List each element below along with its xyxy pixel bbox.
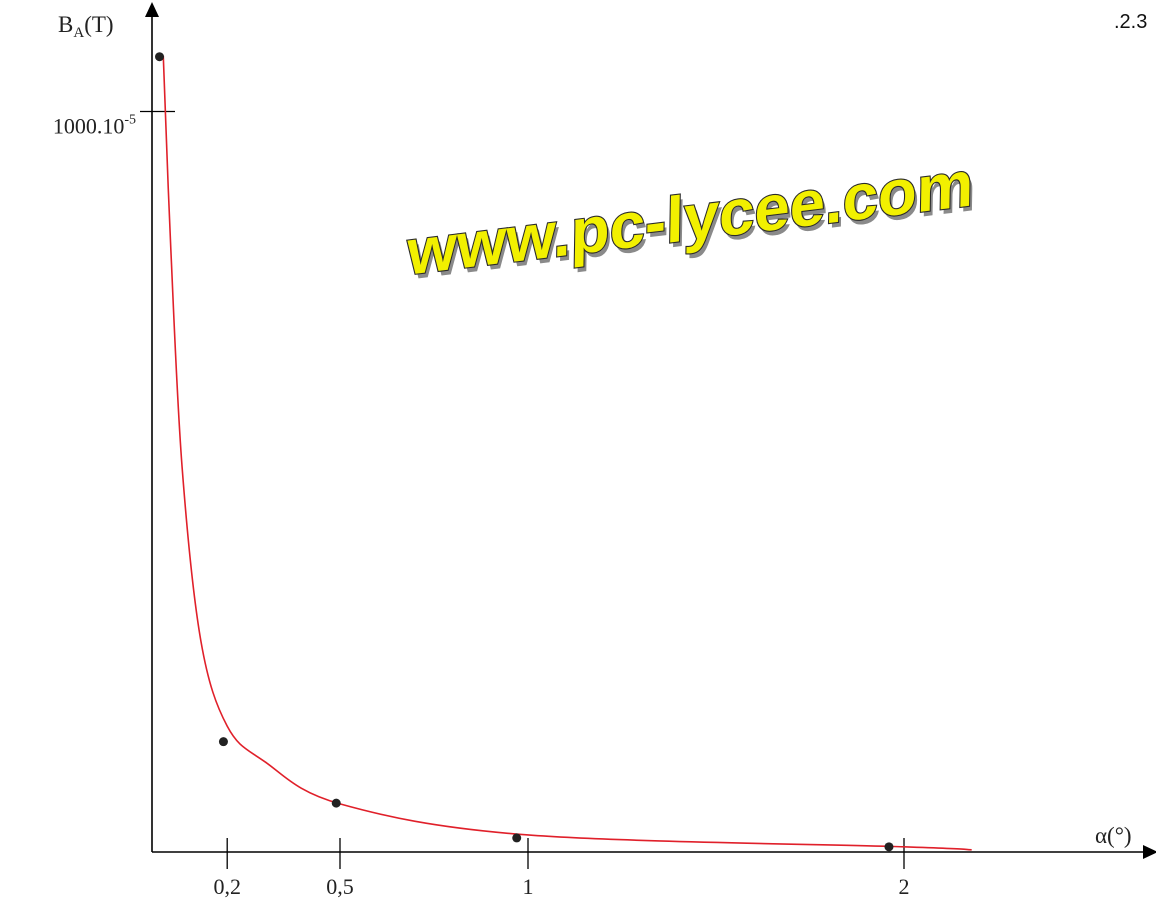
data-point-1 (218, 737, 228, 747)
x-tick-label-3: 2 (899, 874, 910, 899)
x-tick-label-0: 0,2 (213, 874, 241, 899)
x-axis-title: α(°) (1095, 823, 1132, 848)
y-tick-label-0: 1000.10-5 (53, 113, 136, 139)
fit-curve (162, 55, 972, 851)
watermark-text: www.pc-lycee.com (406, 147, 974, 289)
data-point-0 (155, 52, 165, 62)
x-tick-label-1: 0,5 (326, 874, 354, 899)
data-point-4 (884, 842, 894, 852)
x-tick-label-2: 1 (523, 874, 534, 899)
y-axis-title-main: B (58, 12, 73, 37)
x-axis-arrow (1143, 845, 1156, 859)
data-point-3 (512, 833, 522, 843)
ticks: 0,2 0,5 1 2 1000.10-5 (53, 110, 910, 899)
data-point-2 (331, 798, 341, 808)
corner-label: .2.3 (1114, 11, 1147, 33)
axes (145, 2, 1156, 859)
y-axis-title: BA(T) (58, 12, 114, 41)
y-axis-title-sub: A (73, 25, 84, 41)
watermark: www.pc-lycee.com www.pc-lycee.com (405, 146, 977, 294)
y-axis-title-unit: (T) (84, 12, 113, 37)
data-points (155, 52, 894, 852)
y-axis-arrow (145, 2, 159, 17)
